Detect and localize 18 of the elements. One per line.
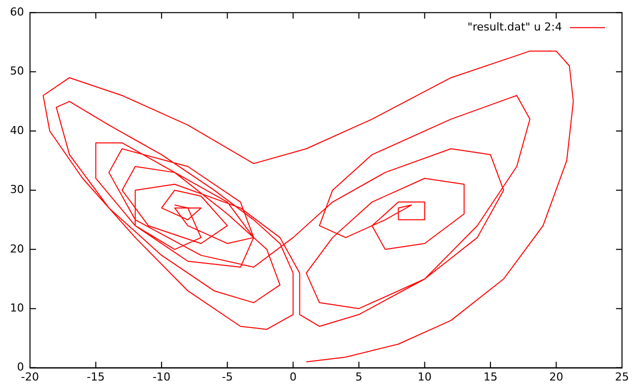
y-tick-label: 40 — [10, 124, 24, 137]
x-tick-label: -15 — [86, 370, 105, 384]
y-tick-label: 0 — [16, 360, 24, 374]
x-tick-label: -20 — [21, 370, 39, 384]
y-tick-label: 10 — [10, 301, 24, 314]
y-tick-label: 20 — [10, 242, 24, 256]
x-tick-label: 25 — [615, 370, 629, 384]
x-tick-label: 15 — [483, 370, 498, 384]
y-tick-label: 30 — [10, 183, 24, 196]
legend-label: "result.dat" u 2:4 — [468, 20, 562, 34]
x-tick-label: -5 — [222, 370, 233, 384]
x-tick-label: 10 — [418, 370, 432, 384]
x-tick-label: 5 — [355, 370, 362, 384]
x-tick-label: -10 — [152, 370, 171, 384]
x-tick-label: 20 — [549, 370, 564, 384]
x-tick-label: 0 — [290, 370, 297, 384]
y-tick-label: 50 — [10, 64, 24, 78]
y-tick-label: 60 — [10, 5, 24, 18]
